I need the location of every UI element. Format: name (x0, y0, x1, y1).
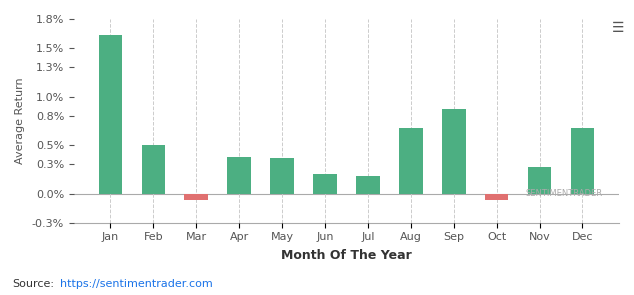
Bar (399, 128, 423, 194)
Bar (228, 157, 251, 194)
Bar (184, 194, 208, 200)
Y-axis label: Average Return: Average Return (15, 78, 25, 164)
Bar (270, 158, 294, 194)
Bar (141, 145, 165, 194)
Bar (485, 194, 508, 200)
Text: https://sentimentrader.com: https://sentimentrader.com (60, 279, 213, 289)
Bar (99, 35, 122, 194)
Bar (356, 176, 380, 194)
Bar (313, 174, 337, 194)
Text: ☰: ☰ (612, 21, 624, 35)
X-axis label: Month Of The Year: Month Of The Year (281, 249, 412, 262)
Text: Source:: Source: (13, 279, 55, 289)
Text: SENTIMENTRADER: SENTIMENTRADER (526, 189, 603, 198)
Bar (571, 128, 594, 194)
Bar (527, 167, 552, 194)
Bar (442, 109, 465, 194)
